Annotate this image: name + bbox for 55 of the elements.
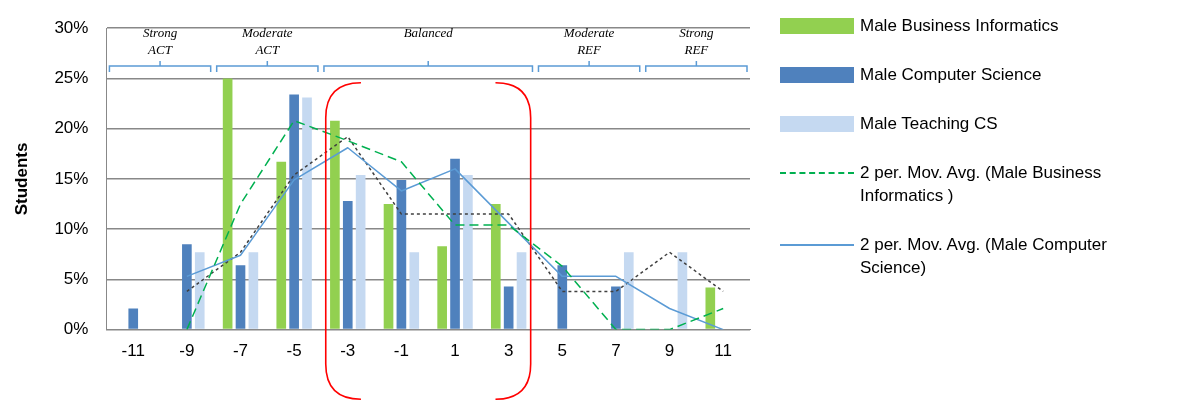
x-tick-label: -1 [393, 341, 409, 361]
y-tick-label: 30% [54, 17, 89, 37]
bar [705, 287, 716, 329]
legend-label: Male Computer Science [860, 64, 1042, 86]
x-tick-label: -3 [340, 341, 356, 361]
bar [248, 252, 259, 329]
y-tick-label: 20% [54, 118, 89, 138]
annotation: Moderate REF [563, 24, 615, 58]
annotation: Moderate ACT [242, 24, 293, 58]
legend-label: 2 per. Mov. Avg. (Male Business Informatics ) [860, 162, 1103, 207]
x-tick-label: 11 [714, 341, 733, 361]
x-tick-label: 5 [557, 341, 568, 361]
bar [302, 97, 312, 329]
bar [623, 252, 634, 329]
bar [182, 244, 192, 329]
x-tick-label: 1 [450, 341, 460, 361]
y-tick-label: 0% [63, 319, 89, 339]
x-tick-label: -11 [121, 341, 145, 361]
bar [516, 252, 527, 329]
bar [409, 252, 420, 329]
bar [503, 286, 514, 329]
x-tick-label: -9 [179, 341, 195, 361]
x-tick-label: -7 [232, 341, 249, 361]
bar [194, 252, 205, 329]
bar [611, 286, 621, 329]
bar [450, 158, 460, 329]
annotation: Balanced [403, 24, 453, 41]
legend-label: 2 per. Mov. Avg. (Male Computer Science) [860, 234, 1108, 279]
bar [383, 204, 394, 329]
bar [463, 174, 473, 329]
x-tick-label: -5 [286, 341, 302, 361]
bar [437, 246, 447, 329]
legend-label: Male Business Informatics [860, 15, 1059, 37]
annotation: Strong REF [679, 24, 714, 58]
bar [276, 161, 287, 329]
bar [342, 201, 353, 329]
bar [330, 120, 340, 329]
bar [222, 78, 233, 329]
x-tick-label: 3 [503, 341, 514, 361]
y-tick-label: 10% [54, 218, 89, 238]
annotation: Strong ACT [142, 24, 178, 58]
bar [396, 179, 407, 329]
bar [289, 94, 299, 329]
y-tick-label: 15% [54, 168, 89, 188]
bar [355, 174, 366, 329]
legend-label: Male Teaching CS [860, 113, 998, 135]
y-tick-label: 5% [63, 269, 89, 289]
x-tick-label: 7 [611, 341, 621, 361]
x-tick-label: 9 [664, 341, 675, 361]
y-tick-label: 25% [54, 68, 89, 88]
y-axis-title: Students [11, 142, 31, 216]
bar [235, 265, 246, 329]
bar [557, 265, 568, 329]
bar [490, 204, 501, 329]
bar [128, 308, 139, 329]
